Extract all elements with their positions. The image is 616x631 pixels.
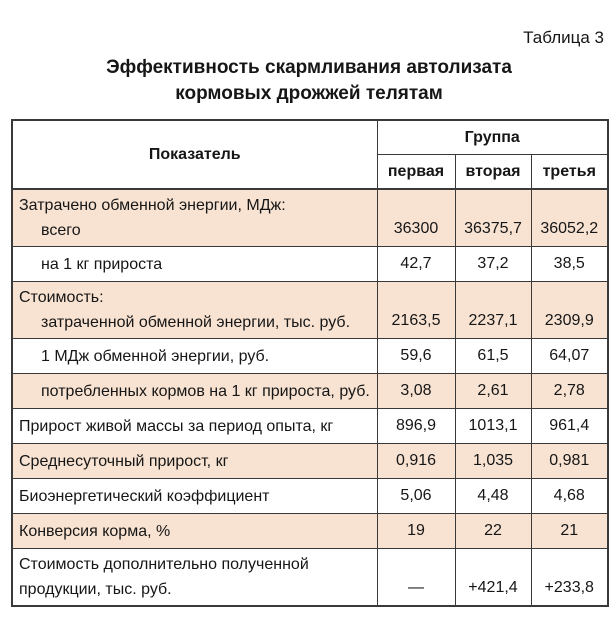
value-cell: 2,78: [530, 373, 609, 409]
table-row: Среднесуточный прирост, кг 0,916 1,035 0,98…: [11, 443, 609, 479]
value-cell: 896,9: [376, 408, 456, 444]
value-cell: 4,68: [530, 478, 609, 514]
value-cell: 2309,9: [530, 281, 609, 339]
value-cell: 22: [454, 513, 532, 549]
value-cell: 4,48: [454, 478, 532, 514]
row-label-line: Конверсия корма, %: [19, 522, 171, 540]
row-label-line: Затрачено обменной энергии, МДж:: [19, 197, 286, 214]
header-row-1: Показатель Группа: [11, 119, 609, 190]
value-cell: 2163,5: [376, 281, 456, 339]
table-row: Биоэнергетический коэффициент 5,06 4,48 4,6…: [11, 478, 609, 514]
col-header-indicator: Показатель: [11, 119, 378, 190]
table-row: Стоимость: затраченной обменной энергии, …: [11, 281, 609, 339]
value-cell: —: [376, 548, 456, 607]
header-row-2: первая вторая третья: [12, 154, 609, 190]
value-cell: 19: [376, 513, 456, 549]
value-cell: 38,5: [530, 246, 609, 282]
col-header-group: Группа: [376, 119, 609, 155]
value-cell: 1,035: [454, 443, 532, 479]
row-label-cell: Стоимость: затраченной обменной энергии, …: [11, 281, 378, 339]
value-cell: 59,6: [376, 338, 456, 374]
value-cell: 37,2: [454, 246, 532, 282]
row-label-cell: Конверсия корма, %: [11, 513, 378, 549]
row-label-cell: Прирост живой массы за период опыта, кг: [11, 408, 378, 444]
value-cell: 2,61: [454, 373, 532, 409]
row-label-cell: Биоэнергетический коэффициент: [11, 478, 378, 514]
value-cell: 61,5: [454, 338, 532, 374]
row-label-line: затраченной обменной энергии, тыс. руб.: [41, 314, 351, 331]
value-cell: 5,06: [376, 478, 456, 514]
table-title-line2: кормовых дрожжей телятам: [175, 83, 443, 104]
value-cell: 42,7: [376, 246, 456, 282]
table-row: Затрачено обменной энергии, МДж: всего 363…: [11, 188, 609, 247]
table-title-line1: Эффективность скармливания автолизата: [106, 57, 512, 78]
data-table: Показатель Группа первая вторая третья З…: [11, 119, 609, 607]
row-label-line: Стоимость:: [19, 289, 104, 306]
value-cell: 3,08: [376, 373, 456, 409]
row-label-cell: потребленных кормов на 1 кг прироста, ру…: [11, 373, 378, 409]
table-body: Затрачено обменной энергии, МДж: всего 363…: [11, 188, 609, 607]
row-label-line: на 1 кг прироста: [41, 255, 163, 273]
value-cell: +233,8: [530, 548, 609, 607]
row-label-line: Биоэнергетический коэффициент: [19, 487, 270, 505]
value-cell: 21: [530, 513, 609, 549]
table-number-label: Таблица 3: [523, 28, 604, 47]
row-label-line: потребленных кормов на 1 кг прироста, ру…: [41, 382, 370, 400]
table-row: 1 МДж обменной энергии, руб. 59,6 61,5 64,0…: [11, 338, 609, 374]
table-row: Стоимость дополнительно полученной продук…: [11, 548, 609, 607]
table-row: на 1 кг прироста 42,7 37,2 38,5: [11, 246, 609, 282]
row-label-line: Среднесуточный прирост, кг: [19, 452, 229, 470]
table-row: Конверсия корма, % 19 22 21: [11, 513, 609, 549]
col-header-group-first: первая: [376, 154, 456, 190]
row-label-cell: Стоимость дополнительно полученной продук…: [11, 548, 378, 607]
col-header-group-second: вторая: [454, 154, 532, 190]
value-cell: 0,916: [376, 443, 456, 479]
col-header-group-third: третья: [530, 154, 609, 190]
row-label-line: Стоимость дополнительно полученной: [19, 556, 309, 573]
row-label-cell: на 1 кг прироста: [11, 246, 378, 282]
table-title: Эффективность скармливания автолизата ко…: [11, 55, 607, 107]
table-row: Прирост живой массы за период опыта, кг 8…: [11, 408, 609, 444]
page: Таблица 3 Эффективность скармливания авт…: [11, 28, 609, 607]
value-cell: 961,4: [530, 408, 609, 444]
table-row: потребленных кормов на 1 кг прироста, ру…: [11, 373, 609, 409]
row-label-cell: Среднесуточный прирост, кг: [11, 443, 378, 479]
row-label-line: всего: [41, 222, 81, 239]
row-label-cell: Затрачено обменной энергии, МДж: всего: [11, 188, 378, 247]
value-cell: 36375,7: [454, 188, 532, 247]
row-label-cell: 1 МДж обменной энергии, руб.: [11, 338, 378, 374]
value-cell: +421,4: [454, 548, 532, 607]
value-cell: 36052,2: [530, 188, 609, 247]
value-cell: 36300: [376, 188, 456, 247]
row-label-line: Прирост живой массы за период опыта, кг: [19, 417, 334, 435]
value-cell: 0,981: [530, 443, 609, 479]
row-label-line: 1 МДж обменной энергии, руб.: [41, 347, 270, 365]
table-header: Показатель Группа первая вторая третья: [11, 119, 609, 190]
value-cell: 1013,1: [454, 408, 532, 444]
value-cell: 2237,1: [454, 281, 532, 339]
row-label-line: продукции, тыс. руб.: [19, 581, 172, 598]
value-cell: 64,07: [530, 338, 609, 374]
